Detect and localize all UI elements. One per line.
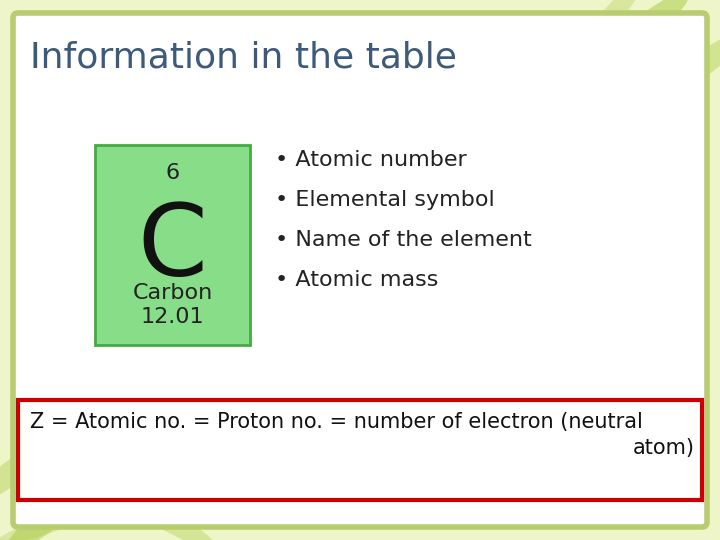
Ellipse shape [552, 0, 649, 88]
FancyBboxPatch shape [18, 400, 702, 500]
Ellipse shape [550, 0, 690, 109]
Text: Information in the table: Information in the table [30, 40, 457, 74]
Ellipse shape [598, 22, 720, 138]
Text: • Atomic number: • Atomic number [275, 150, 467, 170]
Text: 6: 6 [166, 163, 179, 183]
Text: Carbon: Carbon [132, 283, 212, 303]
FancyBboxPatch shape [13, 13, 707, 527]
Ellipse shape [0, 407, 104, 512]
Text: Z = Atomic no. = Proton no. = number of electron (neutral: Z = Atomic no. = Proton no. = number of … [30, 412, 643, 432]
Ellipse shape [81, 469, 220, 540]
Text: 12.01: 12.01 [140, 307, 204, 327]
Text: • Elemental symbol: • Elemental symbol [275, 190, 495, 210]
Text: C: C [138, 200, 207, 297]
Ellipse shape [0, 495, 126, 540]
Text: • Name of the element: • Name of the element [275, 230, 532, 250]
Text: atom): atom) [633, 438, 695, 458]
Text: • Atomic mass: • Atomic mass [275, 270, 438, 290]
Ellipse shape [3, 424, 157, 540]
FancyBboxPatch shape [95, 145, 250, 345]
